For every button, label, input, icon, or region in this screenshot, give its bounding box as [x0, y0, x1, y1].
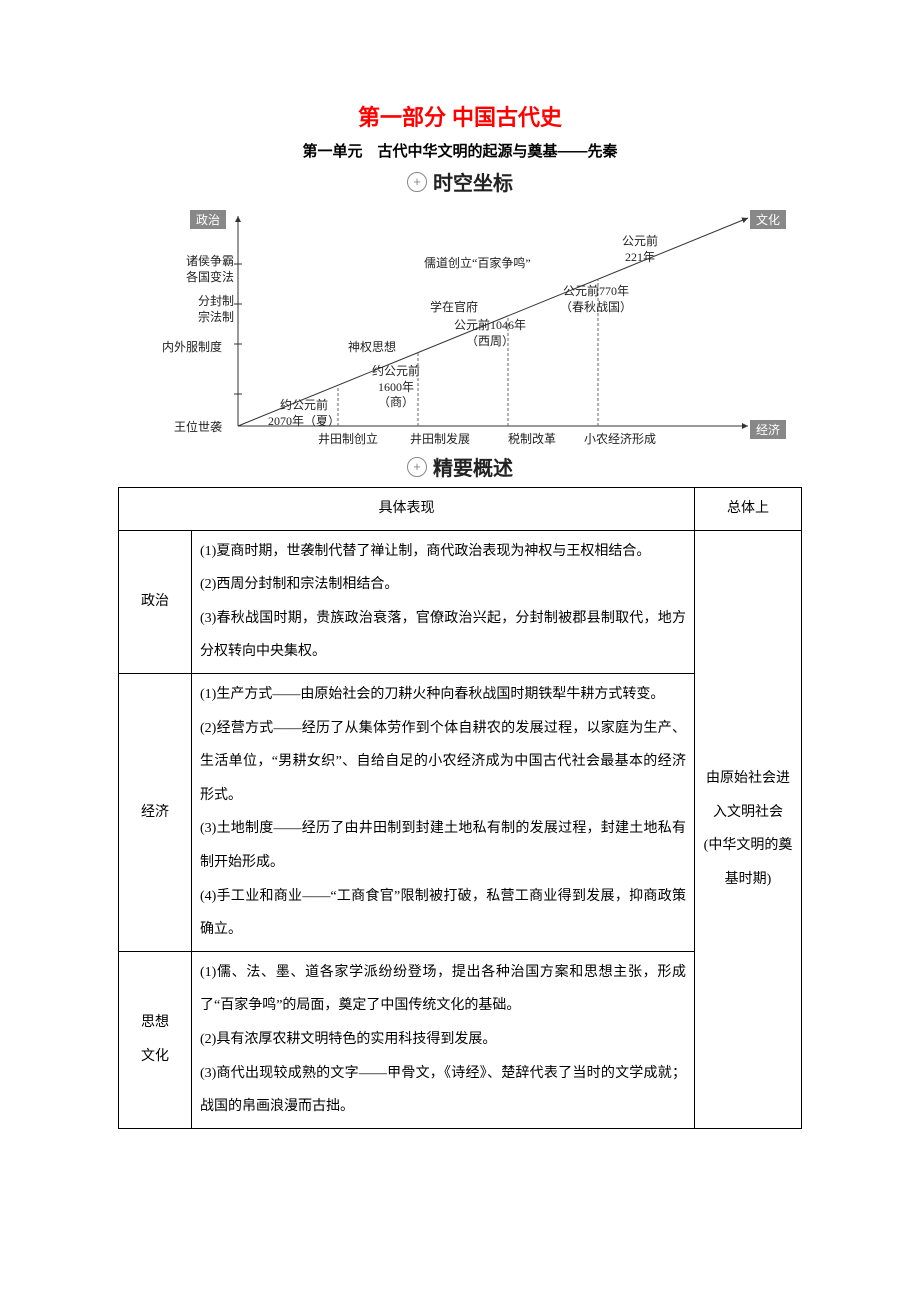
row-cat-economy: 经济 — [119, 673, 192, 951]
row-body-economy: (1)生产方式——由原始社会的刀耕火种向春秋战国时期铁犁牛耕方式转变。 (2)经… — [192, 673, 695, 951]
table-header-1: 具体表现 — [119, 488, 695, 531]
row-cat-politics: 政治 — [119, 530, 192, 673]
table-row: 政治 (1)夏商时期，世袭制代替了禅让制，商代政治表现为神权与王权相结合。 (2… — [119, 530, 802, 673]
section-icon — [407, 172, 427, 192]
diag-upper-0: 神权思想 — [348, 338, 396, 355]
left-axis-3: 王位世袭 — [174, 418, 222, 435]
row-body-politics: (1)夏商时期，世袭制代替了禅让制，商代政治表现为神权与王权相结合。 (2)西周… — [192, 530, 695, 673]
diag-upper-1: 学在官府 — [430, 298, 478, 315]
table-header-row: 具体表现 总体上 — [119, 488, 802, 531]
sub-title: 第一单元 古代中华文明的起源与奠基——先秦 — [118, 140, 802, 161]
section-heading-2: 精要概述 — [118, 452, 802, 481]
summary-table: 具体表现 总体上 政治 (1)夏商时期，世袭制代替了禅让制，商代政治表现为神权与… — [118, 487, 802, 1129]
diag-upper-2: 儒道创立“百家争鸣” — [424, 254, 531, 271]
section-heading-2-label: 精要概述 — [433, 458, 513, 480]
diag-date-1: 约公元前1600年（商） — [372, 364, 420, 411]
main-title: 第一部分 中国古代史 — [118, 100, 802, 132]
left-axis-2: 内外服制度 — [162, 338, 222, 355]
bottom-axis-2: 税制改革 — [508, 430, 556, 447]
left-axis-1: 分封制 宗法制 — [178, 294, 234, 325]
left-axis-0: 诸侯争霸 各国变法 — [168, 254, 234, 285]
table-header-2: 总体上 — [695, 488, 802, 531]
section-heading-1: 时空坐标 — [118, 167, 802, 196]
row-body-culture: (1)儒、法、墨、道各家学派纷纷登场，提出各种治国方案和思想主张，形成了“百家争… — [192, 951, 695, 1128]
timeline-diagram: 政治 文化 经济 诸侯争霸 各国 — [118, 204, 798, 444]
diag-date-4: 公元前221年 — [622, 234, 658, 265]
bottom-axis-1: 井田制发展 — [410, 430, 470, 447]
section-heading-1-label: 时空坐标 — [433, 173, 513, 195]
bottom-axis-3: 小农经济形成 — [584, 430, 656, 447]
overall-cell: 由原始社会进入文明社会 (中华文明的奠基时期) — [695, 530, 802, 1128]
diag-date-3: 公元前770年（春秋战国） — [560, 284, 632, 315]
diag-date-2: 公元前1046年（西周） — [454, 318, 526, 349]
diag-date-0: 约公元前2070年（夏） — [268, 398, 340, 429]
bottom-axis-0: 井田制创立 — [318, 430, 378, 447]
section-icon — [407, 457, 427, 477]
row-cat-culture: 思想 文化 — [119, 951, 192, 1128]
